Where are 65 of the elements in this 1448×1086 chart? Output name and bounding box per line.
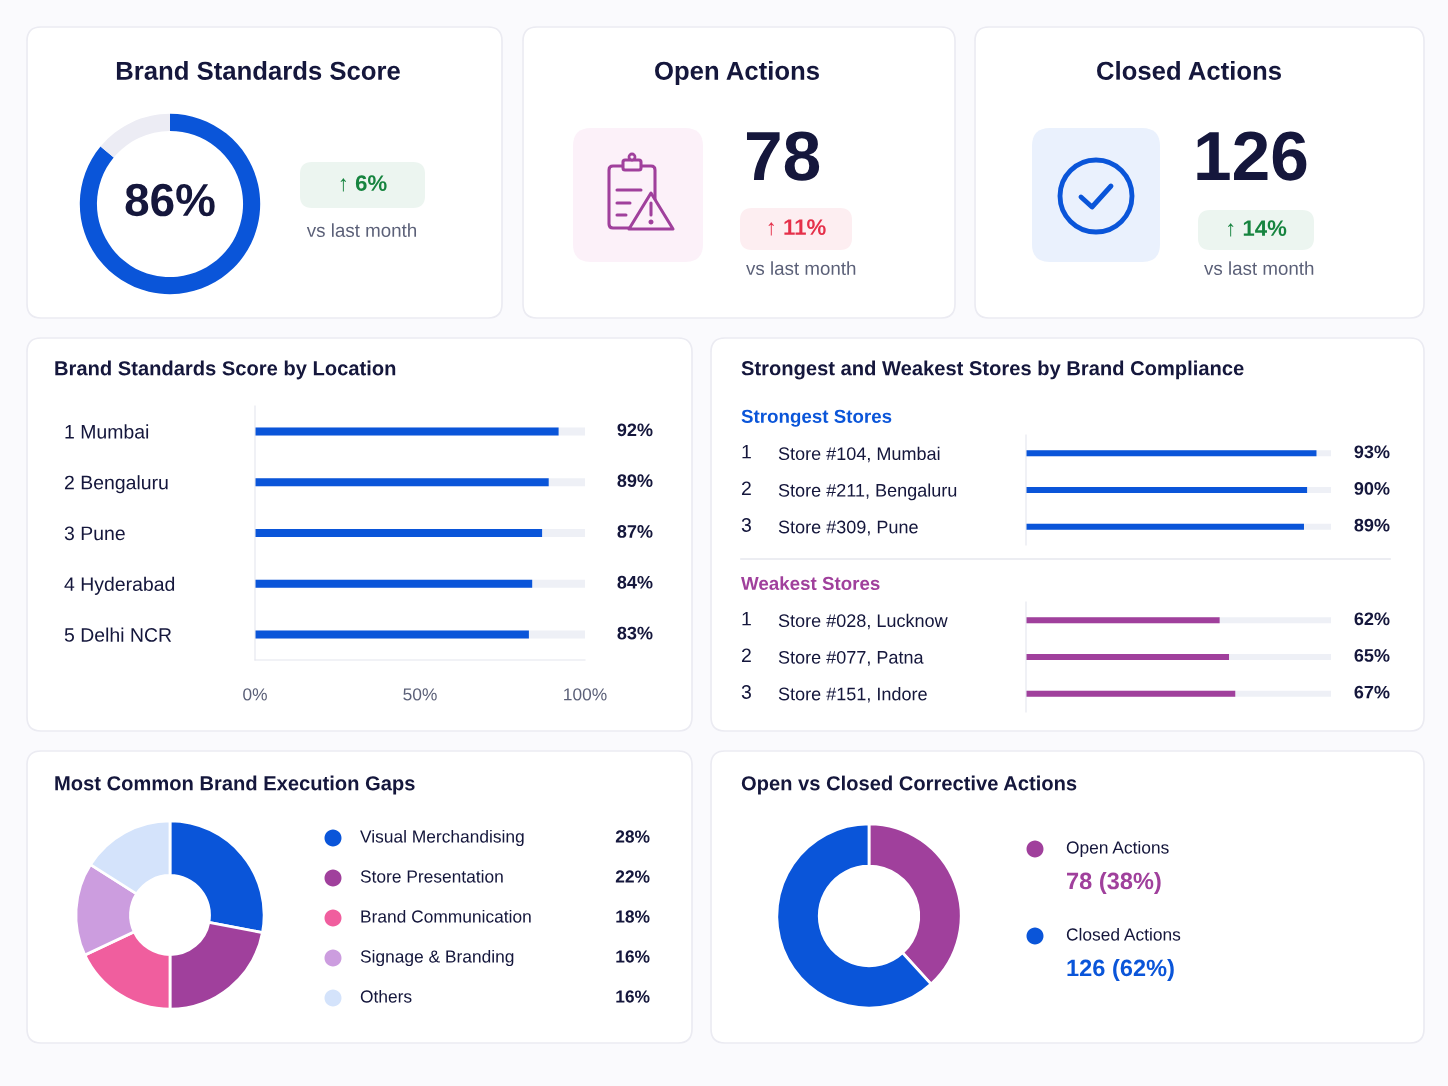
y-tick-label: Store #309, Pune [778, 520, 918, 536]
x-tick-label: 0% [243, 688, 267, 701]
y-tick-label: Store #151, Indore [778, 687, 927, 703]
text: 2 [741, 481, 751, 496]
text: 78 [746, 131, 820, 181]
data-label: 89% [617, 474, 653, 488]
text: vs last month [1204, 261, 1314, 276]
y-tick-label: 4 Hyderabad [64, 576, 175, 595]
data-label: 84% [617, 575, 653, 589]
data-label: 93% [1354, 445, 1390, 459]
text: Closed Actions [1097, 61, 1281, 80]
data-label: 16% [616, 990, 650, 1003]
data-label: 89% [1354, 518, 1390, 532]
chart-title: Brand Standards Score by Location [55, 360, 396, 380]
chart-title: Open vs Closed Corrective Actions [741, 775, 1077, 795]
legend-label: Store Presentation [360, 869, 503, 883]
data-label: 78 (38%) [1067, 871, 1161, 895]
donut-slice [79, 113, 261, 295]
data-label: 87% [617, 525, 653, 538]
legend-label: Signage & Branding [360, 949, 514, 967]
chart-title: Brand Standards Score [116, 61, 400, 80]
x-tick-label: 100% [564, 688, 607, 701]
legend-label: Open Actions [1066, 840, 1169, 858]
text: ↑ 14% [1228, 220, 1287, 237]
data-label: 18% [616, 910, 650, 923]
y-tick-label: Store #028, Lucknow [778, 613, 948, 630]
legend-label: Closed Actions [1066, 927, 1181, 941]
text: vs last month [306, 223, 417, 238]
donut-slice [100, 113, 170, 158]
y-tick-label: 5 Delhi NCR [64, 627, 172, 642]
data-label: 67% [1354, 685, 1390, 699]
x-tick-label: 50% [403, 688, 437, 701]
text: 3 [741, 518, 751, 532]
text: 1 [742, 444, 751, 459]
data-label: 28% [615, 830, 650, 843]
data-label: 92% [617, 423, 653, 437]
y-tick-label: 1 Mumbai [65, 424, 149, 439]
chart-title: Strongest and Weakest Stores by Brand Compliance [741, 360, 1244, 380]
y-tick-label: Store #211, Bengaluru [778, 483, 957, 501]
data-label: 16% [616, 950, 650, 963]
y-tick-label: 3 Pune [64, 526, 125, 541]
text: 1 [742, 611, 751, 626]
data-label: 22% [615, 870, 650, 883]
data-label: 83% [617, 626, 653, 640]
text: 3 [741, 685, 751, 699]
text: ↑ 6% [340, 175, 387, 192]
data-label: 65% [1354, 649, 1390, 662]
text: Weakest Stores [741, 576, 880, 591]
y-tick-label: 2 Bengaluru [64, 475, 168, 494]
text: Strongest Stores [741, 409, 892, 427]
text: ↑ 11% [768, 219, 826, 236]
text: 126 [1197, 131, 1307, 181]
data-label: 86% [125, 183, 215, 217]
text: 2 [741, 648, 751, 663]
data-label: 126 (62%) [1067, 958, 1174, 982]
data-label: 90% [1354, 482, 1390, 495]
legend-label: Visual Merchandising [360, 829, 524, 847]
text: vs last month [746, 261, 856, 276]
chart-title: Most Common Brand Execution Gaps [55, 775, 415, 795]
text: Open Actions [655, 61, 819, 85]
y-tick-label: Store #077, Patna [778, 650, 924, 666]
y-tick-label: Store #104, Mumbai [778, 446, 940, 463]
legend-label: Brand Communication [361, 909, 531, 923]
legend-label: Others [360, 989, 412, 1003]
data-label: 62% [1354, 612, 1390, 626]
